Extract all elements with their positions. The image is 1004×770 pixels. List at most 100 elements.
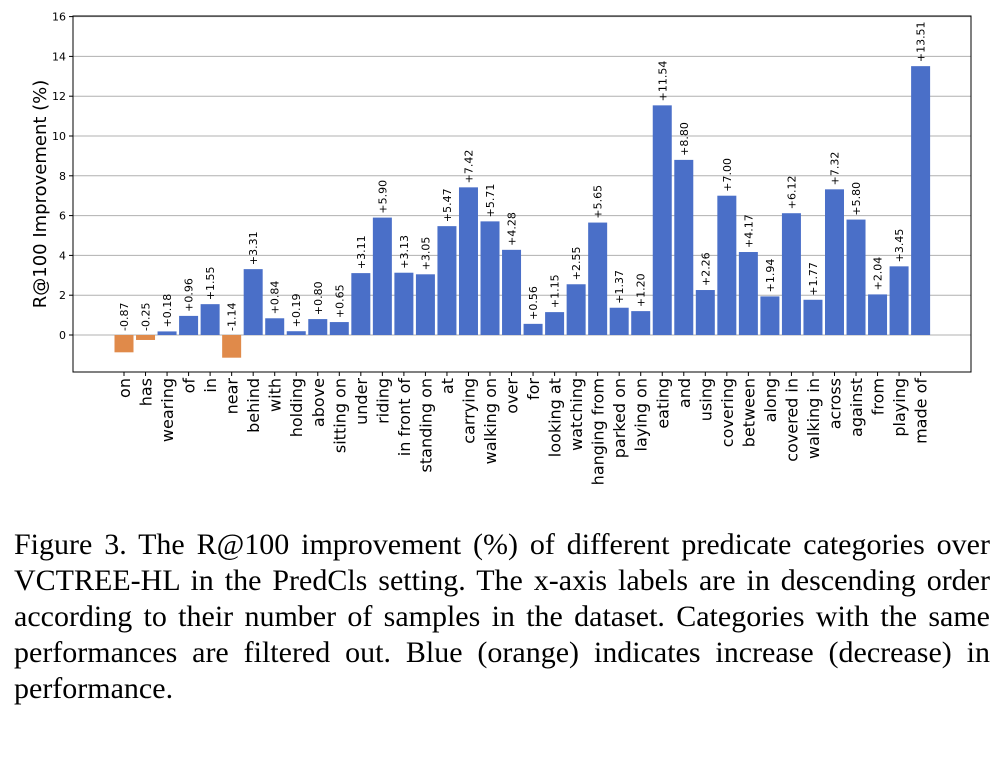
bar-has — [136, 335, 156, 340]
bar-playing — [889, 266, 909, 335]
figure-caption: Figure 3. The R@100 improvement (%) of d… — [14, 528, 990, 705]
x-tick-label: holding — [287, 378, 306, 437]
x-tick-label: playing — [890, 378, 909, 437]
data-label: +1.94 — [764, 259, 777, 293]
x-tick-label: over — [503, 378, 522, 414]
data-label: +0.65 — [333, 284, 346, 318]
x-tick-label: watching — [567, 378, 586, 451]
data-label: +3.05 — [419, 237, 432, 271]
x-tick-label: using — [696, 378, 715, 421]
data-label: +3.31 — [247, 231, 260, 265]
x-tick-label: along — [761, 378, 780, 422]
x-tick-label: covering — [718, 378, 737, 447]
y-axis-label: R@100 Improvement (%) — [30, 80, 51, 309]
bar-under — [351, 273, 371, 335]
data-label: +3.11 — [355, 235, 368, 269]
y-tick-label: 8 — [59, 170, 66, 183]
x-tick-label: for — [524, 378, 543, 400]
bar-at — [437, 226, 457, 335]
data-label: +2.26 — [699, 252, 712, 286]
data-label: +13.51 — [915, 21, 928, 62]
data-label: +2.55 — [570, 247, 583, 281]
data-label: +7.32 — [828, 152, 841, 186]
x-tick-label: has — [137, 378, 156, 406]
bar-carrying — [458, 187, 478, 335]
data-label: +3.13 — [398, 235, 411, 269]
x-tick-label: from — [869, 378, 888, 415]
data-label: +4.17 — [742, 214, 755, 248]
data-label: +5.80 — [850, 182, 863, 216]
y-tick-label: 14 — [52, 50, 66, 63]
y-tick-label: 2 — [59, 289, 66, 302]
bar-sitting-on — [329, 322, 349, 335]
data-label: +0.19 — [290, 294, 303, 328]
x-tick-label: made of — [912, 378, 931, 444]
y-tick-label: 0 — [59, 329, 66, 342]
x-tick-label: parked on — [610, 378, 629, 458]
bar-eating — [652, 105, 672, 335]
x-tick-label: behind — [244, 378, 263, 433]
data-label: +2.04 — [872, 257, 885, 291]
plot-frame — [72, 15, 972, 373]
data-label: +5.90 — [376, 180, 389, 214]
x-tick-label: at — [438, 378, 457, 394]
gridlines — [73, 16, 971, 336]
x-tick-label: on — [115, 378, 134, 398]
data-label: +4.28 — [506, 212, 519, 246]
y-tick-label: 4 — [59, 249, 66, 262]
x-tick-label: near — [223, 378, 242, 415]
bars — [114, 66, 931, 358]
bar-parked-on — [609, 307, 629, 335]
data-label: +8.80 — [678, 122, 691, 156]
bar-across — [824, 189, 844, 335]
data-label: +11.54 — [656, 61, 669, 102]
bar-riding — [372, 217, 392, 335]
data-label: +0.18 — [161, 294, 174, 328]
x-tick-label: standing on — [416, 378, 435, 472]
bar-near — [222, 335, 242, 358]
x-tick-label: of — [180, 378, 199, 394]
bar-watching — [566, 284, 586, 335]
bar-hanging-from — [588, 222, 608, 335]
data-label: +0.84 — [269, 281, 282, 315]
data-label: +1.37 — [613, 270, 626, 304]
x-tick-label: hanging from — [589, 378, 608, 485]
bar-holding — [286, 331, 306, 335]
bar-for — [523, 323, 543, 335]
data-label: +1.77 — [807, 262, 820, 296]
data-label: +0.56 — [527, 286, 540, 320]
bar-looking-at — [545, 312, 565, 335]
bar-walking-in — [803, 299, 823, 335]
data-label: +1.55 — [204, 266, 217, 300]
x-tick-label: and — [675, 378, 694, 408]
data-label: +7.00 — [721, 158, 734, 192]
x-tick-label: covered in — [782, 378, 801, 462]
x-tick-label: walking in — [804, 378, 823, 459]
x-tick-label: between — [739, 378, 758, 447]
data-label: +7.42 — [462, 150, 475, 184]
data-label: +1.20 — [635, 273, 648, 307]
y-axis-ticks: 0 2 4 6 8 10 12 14 16 — [52, 11, 73, 342]
data-label: +5.65 — [592, 185, 605, 219]
x-axis-ticks: on has wearing of in near behind with holding abo… — [115, 372, 931, 485]
data-label: -0.87 — [118, 303, 131, 331]
x-tick-label: laying on — [632, 378, 651, 451]
bar-between — [738, 252, 758, 335]
bar-on — [114, 335, 134, 353]
x-tick-label: carrying — [459, 378, 478, 444]
x-tick-label: across — [825, 378, 844, 429]
bar-in-front-of — [394, 272, 414, 335]
bar-with — [265, 318, 285, 335]
r100-improvement-bar-chart: -0.87 -0.25 +0.18 +0.96 +1.55 -1.14 +3.31 +0.84… — [30, 11, 972, 485]
bar-in — [200, 304, 220, 335]
bar-and — [674, 159, 694, 335]
bar-over — [502, 249, 522, 335]
bar-using — [695, 290, 715, 335]
data-label: +5.71 — [484, 184, 497, 218]
x-tick-label: above — [309, 378, 328, 427]
data-label: +0.96 — [183, 278, 196, 312]
data-label: -1.14 — [226, 303, 239, 331]
bar-along — [760, 296, 780, 335]
x-tick-label: looking at — [546, 378, 565, 457]
bar-standing-on — [415, 274, 435, 335]
